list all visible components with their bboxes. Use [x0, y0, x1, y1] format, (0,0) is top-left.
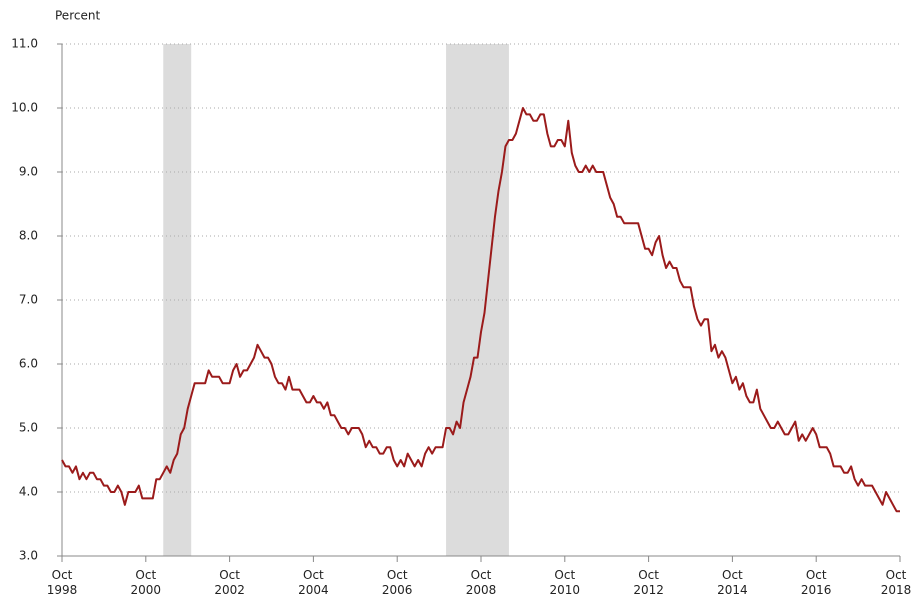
x-tick-label: Oct 2014	[717, 568, 748, 597]
y-tick-label: 7.0	[19, 293, 38, 307]
x-tick-label: Oct 2012	[633, 568, 664, 597]
recession-band	[446, 44, 509, 556]
x-tick-label: Oct 2016	[800, 568, 832, 597]
x-tick-label: Oct 2002	[214, 568, 245, 597]
y-tick-label: 5.0	[19, 421, 38, 435]
y-tick-label: 4.0	[19, 485, 38, 499]
y-tick-label: 8.0	[19, 229, 38, 243]
x-tick-label: Oct 2010	[549, 568, 581, 597]
y-tick-label: 6.0	[19, 357, 38, 371]
y-axis-title: Percent	[55, 9, 100, 23]
recession-band	[163, 44, 192, 556]
y-tick-label: 10.0	[11, 101, 38, 115]
data-line	[61, 107, 900, 513]
x-tick-label: Oct 2008	[465, 568, 497, 597]
x-tick-label: Oct 2006	[381, 568, 413, 597]
y-tick-label: 9.0	[19, 165, 38, 179]
x-tick-label: Oct 2004	[298, 568, 329, 597]
x-tick-label: Oct 2018	[880, 568, 912, 597]
y-tick-label: 3.0	[19, 549, 38, 563]
x-tick-label: Oct 1998	[46, 568, 78, 597]
y-tick-label: 11.0	[11, 37, 38, 51]
x-tick-label: Oct 2000	[130, 568, 162, 597]
